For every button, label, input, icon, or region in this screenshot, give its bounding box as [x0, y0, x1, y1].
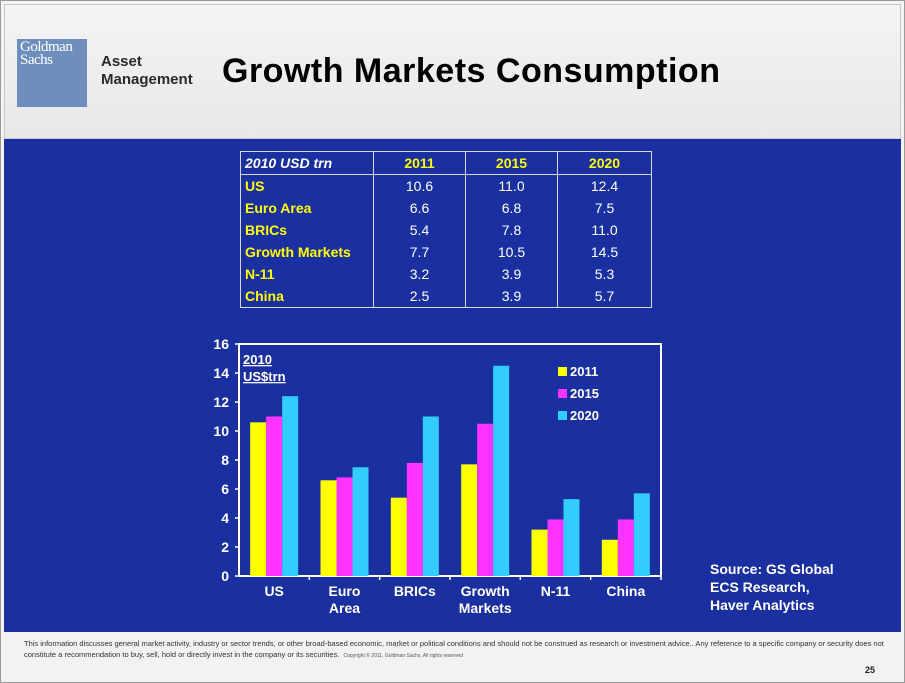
logo-text: Goldman Sachs: [20, 39, 73, 68]
source-line-1: Source: GS Global: [710, 561, 834, 577]
table-row: China 2.5 3.9 5.7: [240, 285, 652, 308]
bar-2020: [563, 499, 580, 576]
table-cell: 10.6: [373, 174, 466, 197]
table-cell: 10.5: [465, 241, 558, 263]
table-row-label: Euro Area: [240, 197, 374, 219]
table-cell: 2.5: [373, 285, 466, 308]
table-cell: 11.0: [557, 219, 652, 241]
legend-swatch-2015: [558, 389, 567, 398]
y-tick-label: 10: [213, 423, 229, 439]
category-label: Euro: [329, 583, 361, 599]
source-note: Source: GS Global ECS Research, Haver An…: [710, 560, 834, 614]
y-tick-label: 8: [221, 452, 229, 468]
table-cell: 3.2: [373, 263, 466, 285]
bar-2015: [336, 477, 353, 576]
unit-label: 2010: [243, 352, 272, 367]
table-col-header: 2020: [557, 151, 652, 175]
source-line-2: ECS Research,: [710, 579, 810, 595]
y-tick-label: 6: [221, 481, 229, 497]
table-row-label: US: [240, 174, 374, 197]
category-label: Area: [329, 600, 360, 616]
table-cell: 3.9: [465, 263, 558, 285]
asset-management-label: Asset Management: [101, 53, 193, 89]
table-cell: 7.8: [465, 219, 558, 241]
y-tick-label: 12: [213, 394, 229, 410]
table-row: Growth Markets 7.7 10.5 14.5: [240, 241, 652, 263]
table-cell: 12.4: [557, 174, 652, 197]
legend-label: 2015: [570, 386, 599, 401]
category-label: BRICs: [394, 583, 436, 599]
bar-2020: [422, 416, 439, 576]
bar-2020: [493, 365, 510, 576]
page-number: 25: [864, 665, 875, 675]
disclaimer-text: This information discusses general marke…: [24, 638, 894, 662]
bar-2011: [320, 480, 337, 576]
y-tick-label: 4: [221, 510, 229, 526]
consumption-table: 2010 USD trn 2011 2015 2020 US 10.6 11.0…: [240, 151, 652, 308]
table-header-row: 2010 USD trn 2011 2015 2020: [240, 151, 652, 175]
am-line-2: Management: [101, 71, 193, 88]
bar-2015: [617, 519, 634, 576]
table-cell: 5.4: [373, 219, 466, 241]
table-cell: 7.5: [557, 197, 652, 219]
logo-line-2: Sachs: [20, 52, 53, 68]
source-line-3: Haver Analytics: [710, 597, 815, 613]
logo-line-1: Goldman: [20, 39, 73, 55]
table-cell: 5.3: [557, 263, 652, 285]
table-cell: 11.0: [465, 174, 558, 197]
table-row: N-11 3.2 3.9 5.3: [240, 263, 652, 285]
category-label: China: [606, 583, 645, 599]
legend-label: 2011: [570, 364, 598, 379]
table-col-header: 2015: [465, 151, 558, 175]
legend-swatch-2020: [558, 411, 567, 420]
table-corner-label: 2010 USD trn: [240, 151, 374, 175]
category-label: US: [264, 583, 283, 599]
slide-header: Goldman Sachs Asset Management Growth Ma…: [4, 4, 901, 139]
slide-footer: This information discusses general marke…: [4, 632, 901, 680]
table-cell: 6.6: [373, 197, 466, 219]
table-row-label: China: [240, 285, 374, 308]
legend-label: 2020: [570, 408, 599, 423]
bar-2020: [352, 467, 369, 576]
bar-2015: [406, 462, 423, 576]
table-row-label: BRICs: [240, 219, 374, 241]
disclaimer-body: This information discusses general marke…: [24, 639, 884, 659]
table-row-label: N-11: [240, 263, 374, 285]
bar-2020: [282, 396, 299, 576]
bar-2011: [390, 497, 407, 576]
bar-2011: [461, 464, 478, 576]
bar-2020: [633, 493, 650, 576]
legend-swatch-2011: [558, 367, 567, 376]
bar-2011: [250, 422, 267, 576]
category-label: Growth: [461, 583, 510, 599]
slide-title: Growth Markets Consumption: [222, 52, 721, 90]
table-cell: 5.7: [557, 285, 652, 308]
bar-2011: [531, 529, 548, 576]
table-row-label: Growth Markets: [240, 241, 374, 263]
category-label: N-11: [541, 583, 571, 599]
table-cell: 6.8: [465, 197, 558, 219]
y-tick-label: 0: [221, 568, 229, 584]
category-label: Markets: [459, 600, 512, 616]
y-tick-label: 2: [221, 539, 229, 555]
table-cell: 7.7: [373, 241, 466, 263]
table-cell: 3.9: [465, 285, 558, 308]
table-col-header: 2011: [373, 151, 466, 175]
unit-label: US$trn: [243, 369, 286, 384]
goldman-sachs-logo: Goldman Sachs: [17, 39, 87, 107]
y-tick-label: 16: [213, 336, 229, 352]
am-line-1: Asset: [101, 53, 142, 70]
copyright-text: Copyright © 2011, Goldman Sachs. All rig…: [343, 653, 463, 659]
table-cell: 14.5: [557, 241, 652, 263]
bar-2015: [477, 423, 494, 576]
bar-2015: [266, 416, 283, 576]
bar-2011: [601, 539, 618, 576]
bar-2015: [547, 519, 564, 576]
table-row: Euro Area 6.6 6.8 7.5: [240, 197, 652, 219]
y-tick-label: 14: [213, 365, 229, 381]
table-row: BRICs 5.4 7.8 11.0: [240, 219, 652, 241]
table-row: US 10.6 11.0 12.4: [240, 174, 652, 197]
